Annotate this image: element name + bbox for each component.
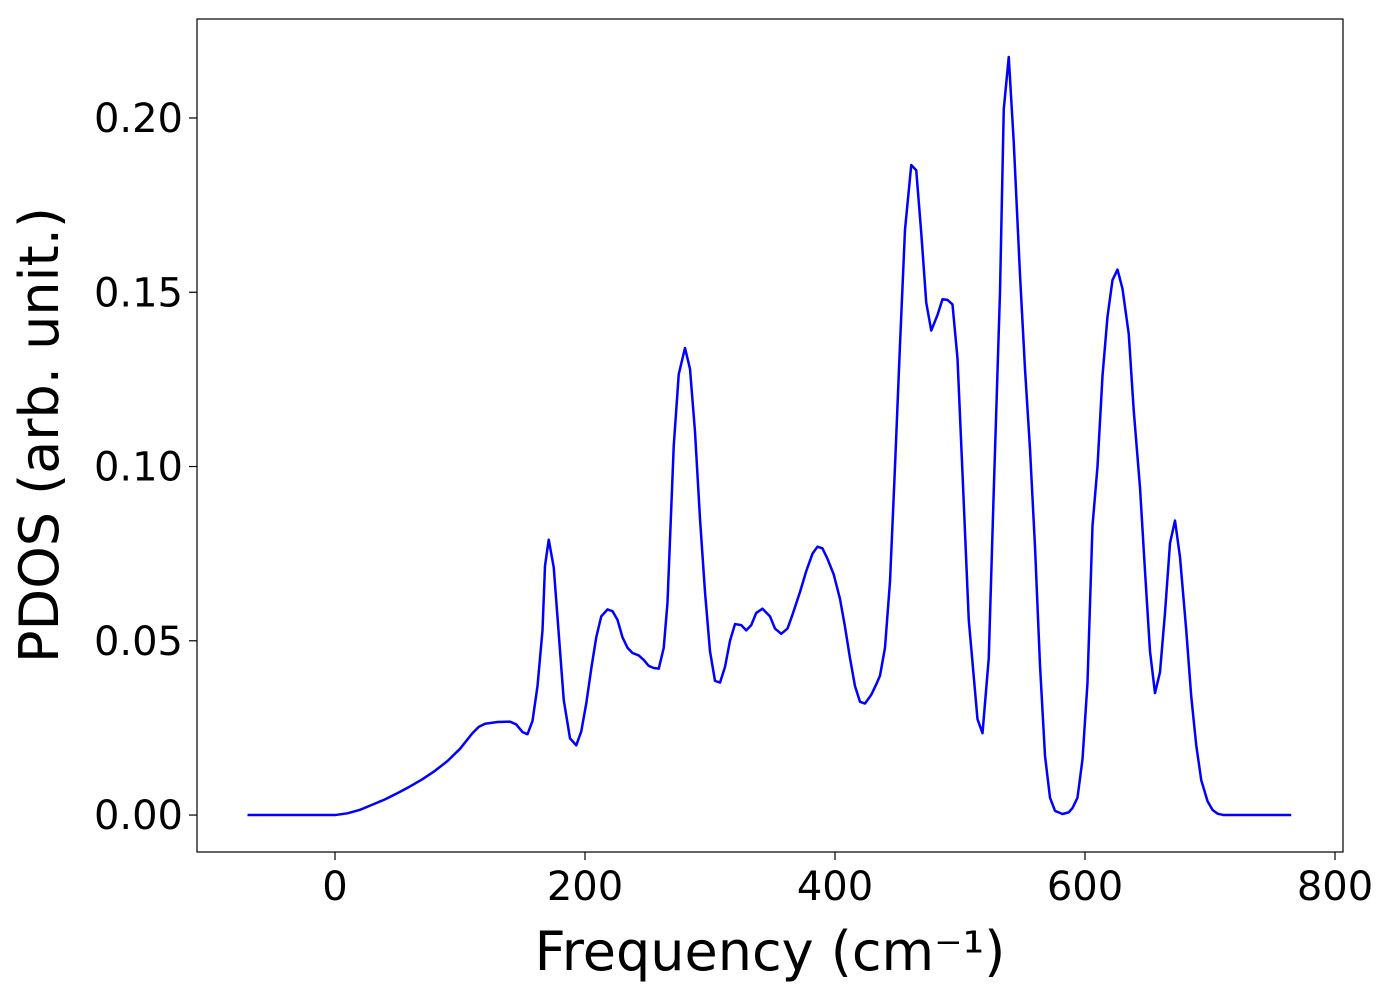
y-tick-label: 0.15 bbox=[94, 270, 183, 316]
data-line bbox=[247, 55, 1292, 817]
x-tick-label: 600 bbox=[1047, 864, 1123, 910]
y-tick-label: 0.00 bbox=[94, 793, 183, 839]
y-axis-label: PDOS (arb. unit.) bbox=[8, 207, 71, 663]
plot-frame bbox=[196, 18, 1344, 853]
x-tick-label: 800 bbox=[1297, 864, 1373, 910]
y-tick-label: 0.10 bbox=[94, 445, 183, 491]
y-tick-label: 0.05 bbox=[94, 619, 183, 665]
x-tick-label: 200 bbox=[547, 864, 623, 910]
x-axis-label: Frequency (cm⁻¹) bbox=[535, 920, 1006, 983]
y-tick-label: 0.20 bbox=[94, 96, 183, 142]
x-tick-label: 0 bbox=[322, 864, 347, 910]
x-tick-label: 400 bbox=[797, 864, 873, 910]
